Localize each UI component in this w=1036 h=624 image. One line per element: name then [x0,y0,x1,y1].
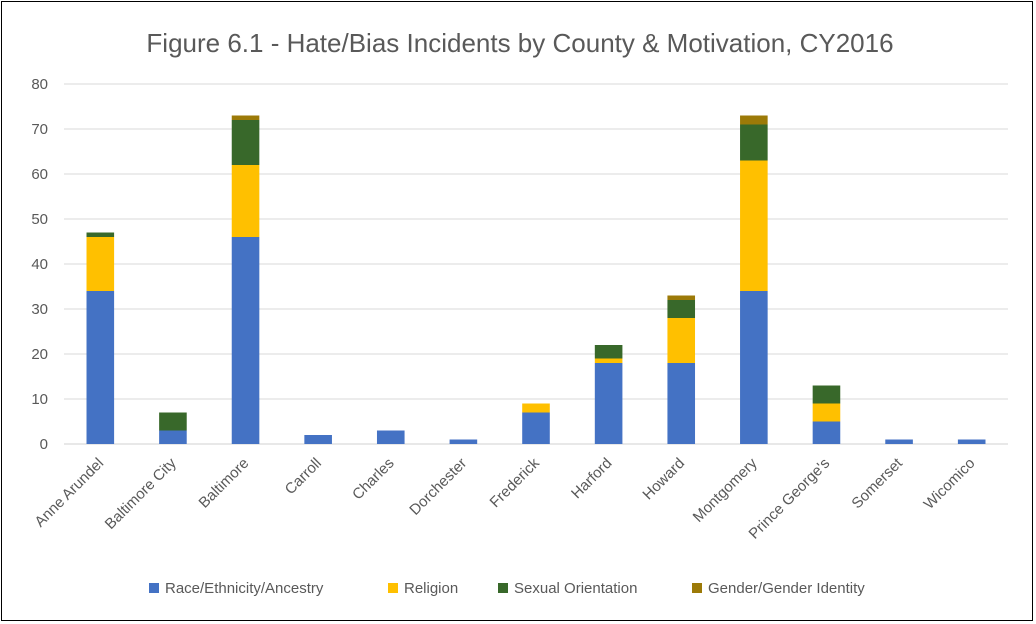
x-tick-label: Baltimore City [102,454,180,532]
bar-segment [957,439,986,444]
x-tick-label: Anne Arundel [31,455,107,531]
bar-segment [449,439,478,444]
y-tick-label: 80 [31,76,48,93]
y-tick-label: 20 [31,346,48,363]
legend: Race/Ethnicity/Ancestry Religion Sexual Or… [149,580,865,597]
bar-segment [594,345,623,359]
chart-title: Figure 6.1 - Hate/Bias Incidents by Coun… [146,28,893,58]
x-tick-label: Baltimore [196,455,253,512]
bar-segment [740,291,768,444]
bars [86,115,986,444]
bar-segment [522,412,550,444]
bar-segment [231,115,260,120]
bar-segment [522,403,550,413]
bar-segment [594,363,623,444]
bar-segment [885,439,913,444]
y-tick-label: 70 [31,121,48,138]
x-tick-label: Somerset [848,454,906,512]
x-tick-label: Charles [349,455,398,504]
legend-label: Sexual Orientation [514,580,637,597]
bar-segment [376,430,405,444]
bar-segment [812,403,841,422]
bar-segment [159,430,187,444]
legend-label: Race/Ethnicity/Ancestry [165,580,324,597]
y-tick-label: 10 [31,391,48,408]
legend-swatch [149,583,159,593]
bar-segment [740,115,768,125]
bar-segment [667,295,696,300]
x-tick-label: Harford [568,455,615,502]
y-tick-label: 60 [31,166,48,183]
bar-segment [740,160,768,291]
y-tick-label: 0 [40,436,48,453]
x-tick-label: Carroll [282,455,325,498]
legend-swatch [692,583,702,593]
legend-label: Gender/Gender Identity [708,580,865,597]
bar-segment [812,421,841,444]
bar-segment [740,124,768,161]
bar-segment [667,300,696,318]
bar-segment [667,363,696,444]
bar-segment [594,358,623,363]
bar-segment [667,318,696,363]
bar-segment [231,237,260,444]
bar-segment [86,237,115,291]
legend-label: Religion [404,580,458,597]
bar-segment [812,385,841,404]
x-tick-label: Dorchester [406,455,470,519]
bar-segment [231,165,260,237]
y-axis-ticks: 0 10 20 30 40 50 60 70 80 [31,76,48,453]
y-tick-label: 50 [31,211,48,228]
bar-segment [86,232,115,237]
x-tick-label: Frederick [487,454,544,511]
bar-segment [304,435,332,444]
x-tick-label: Montgomery [690,454,761,525]
y-tick-label: 40 [31,256,48,273]
y-tick-label: 30 [31,301,48,318]
legend-swatch [498,583,508,593]
bar-segment [86,291,115,444]
legend-swatch [388,583,398,593]
gridlines [64,83,1008,445]
x-tick-label: Howard [639,455,688,504]
x-tick-label: Wicomico [921,455,979,513]
bar-segment [231,120,260,165]
bar-segment [159,412,187,431]
